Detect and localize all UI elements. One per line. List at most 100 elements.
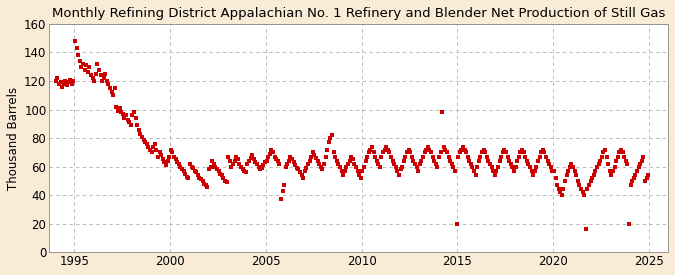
Point	[267, 150, 278, 155]
Point	[632, 169, 643, 173]
Point	[68, 79, 79, 83]
Point	[410, 162, 421, 166]
Point	[189, 169, 200, 173]
Point	[595, 159, 605, 163]
Point	[254, 167, 265, 172]
Point	[383, 147, 394, 152]
Point	[396, 167, 406, 172]
Point	[95, 73, 106, 78]
Point	[458, 144, 468, 149]
Point	[425, 150, 436, 155]
Point	[285, 155, 296, 159]
Point	[258, 163, 269, 167]
Point	[418, 155, 429, 159]
Point	[288, 160, 299, 164]
Point	[354, 173, 364, 177]
Point	[421, 147, 431, 152]
Point	[394, 173, 404, 177]
Point	[424, 147, 435, 152]
Point	[331, 159, 342, 163]
Point	[609, 164, 620, 169]
Point	[601, 155, 612, 159]
Point	[459, 147, 470, 152]
Point	[154, 150, 165, 155]
Point	[438, 144, 449, 149]
Point	[272, 159, 283, 163]
Point	[343, 162, 354, 166]
Point	[536, 150, 547, 155]
Point	[625, 183, 636, 187]
Point	[440, 147, 451, 152]
Point	[88, 79, 99, 83]
Point	[475, 155, 486, 159]
Point	[73, 53, 84, 57]
Point	[274, 162, 285, 166]
Point	[313, 159, 323, 163]
Point	[197, 179, 208, 183]
Point	[226, 164, 237, 169]
Point	[111, 104, 122, 109]
Point	[387, 159, 398, 163]
Point	[177, 167, 188, 172]
Point	[550, 176, 561, 180]
Point	[534, 155, 545, 159]
Point	[608, 169, 618, 173]
Point	[571, 173, 582, 177]
Point	[392, 169, 403, 173]
Point	[544, 162, 555, 166]
Point	[569, 169, 580, 173]
Point	[191, 170, 202, 175]
Point	[323, 140, 334, 145]
Point	[333, 162, 344, 166]
Point	[580, 227, 591, 232]
Point	[564, 164, 575, 169]
Point	[99, 76, 109, 80]
Point	[506, 162, 516, 166]
Point	[315, 164, 326, 169]
Point	[101, 79, 112, 83]
Point	[566, 162, 577, 166]
Point	[433, 155, 444, 159]
Point	[61, 83, 72, 87]
Point	[639, 179, 650, 183]
Point	[542, 159, 553, 163]
Point	[164, 155, 175, 159]
Point	[481, 155, 492, 159]
Point	[585, 179, 596, 183]
Point	[202, 185, 213, 189]
Point	[501, 150, 512, 155]
Point	[180, 172, 190, 176]
Point	[551, 183, 562, 187]
Point	[143, 144, 154, 149]
Point	[531, 164, 542, 169]
Point	[90, 72, 101, 76]
Point	[57, 84, 68, 89]
Point	[210, 164, 221, 169]
Point	[556, 193, 567, 197]
Point	[443, 155, 454, 159]
Point	[336, 169, 347, 173]
Point	[279, 183, 290, 187]
Point	[576, 187, 587, 192]
Point	[537, 147, 548, 152]
Point	[159, 160, 170, 164]
Point	[53, 82, 64, 86]
Point	[173, 162, 184, 166]
Point	[431, 162, 441, 166]
Point	[239, 169, 250, 173]
Point	[445, 159, 456, 163]
Point	[188, 166, 198, 170]
Point	[523, 162, 534, 166]
Point	[405, 150, 416, 155]
Point	[473, 159, 484, 163]
Point	[322, 147, 333, 152]
Point	[379, 147, 390, 152]
Point	[526, 169, 537, 173]
Point	[630, 173, 641, 177]
Point	[584, 183, 595, 187]
Point	[423, 144, 433, 149]
Point	[348, 157, 358, 162]
Point	[277, 189, 288, 193]
Point	[317, 167, 328, 172]
Point	[223, 155, 234, 159]
